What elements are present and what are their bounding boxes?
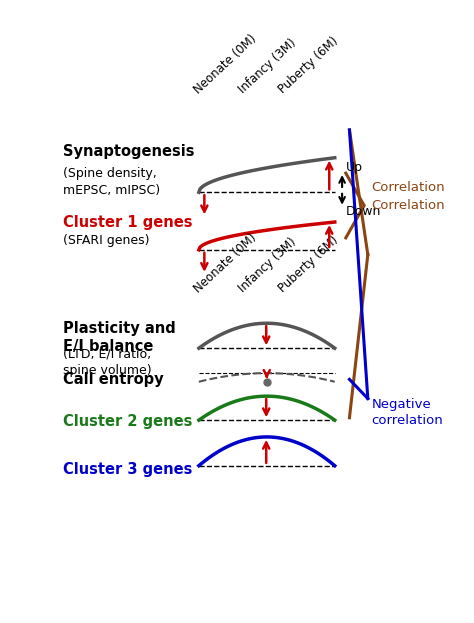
Text: Puberty (6M): Puberty (6M)	[276, 35, 341, 97]
Text: Neonate (0M): Neonate (0M)	[192, 231, 259, 295]
Text: Down: Down	[346, 205, 381, 218]
Text: Puberty (6M): Puberty (6M)	[276, 234, 341, 295]
Text: Cluster 1 genes: Cluster 1 genes	[63, 215, 192, 230]
Text: Negative
correlation: Negative correlation	[372, 399, 443, 427]
Text: (Spine density,
mEPSC, mIPSC): (Spine density, mEPSC, mIPSC)	[63, 167, 160, 197]
Text: (LTD, E/I ratio,
spine volume): (LTD, E/I ratio, spine volume)	[63, 347, 152, 378]
Text: (SFARI genes): (SFARI genes)	[63, 234, 149, 247]
Text: Cluster 2 genes: Cluster 2 genes	[63, 414, 192, 429]
Text: Neonate (0M): Neonate (0M)	[192, 32, 259, 97]
Text: Plasticity and
E/I balance: Plasticity and E/I balance	[63, 321, 176, 354]
Text: Synaptogenesis: Synaptogenesis	[63, 144, 194, 159]
Text: Infancy (3M): Infancy (3M)	[236, 37, 299, 97]
Text: Correlation: Correlation	[372, 199, 445, 212]
Text: Call entropy: Call entropy	[63, 372, 164, 387]
Text: Up: Up	[346, 161, 363, 174]
Text: Cluster 3 genes: Cluster 3 genes	[63, 462, 192, 477]
Text: Infancy (3M): Infancy (3M)	[236, 235, 299, 295]
Text: Correlation: Correlation	[372, 181, 445, 194]
